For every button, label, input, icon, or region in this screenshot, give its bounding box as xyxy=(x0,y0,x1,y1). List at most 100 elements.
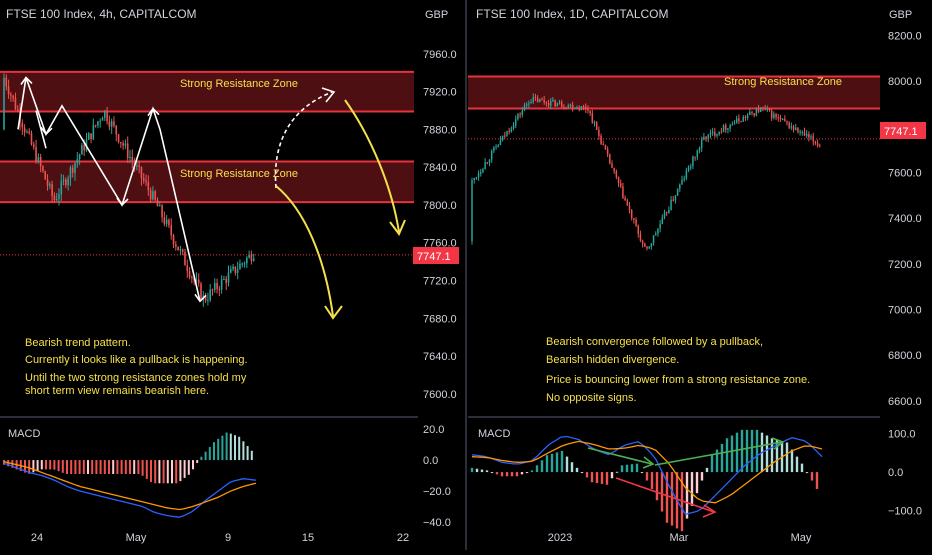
histogram-bar xyxy=(795,456,799,473)
macd-tick-label: 0.0 xyxy=(888,467,903,479)
candle-body xyxy=(770,110,773,118)
candle-body xyxy=(672,199,674,201)
candle-body xyxy=(797,127,799,132)
histogram-bar xyxy=(238,436,241,461)
candle-body xyxy=(76,158,79,164)
histogram-bar xyxy=(705,467,709,473)
candle-body xyxy=(576,107,578,109)
candle-body xyxy=(3,77,5,130)
candle-body xyxy=(641,240,644,244)
candle-body xyxy=(227,272,230,283)
candle-body xyxy=(181,249,184,252)
candle-body xyxy=(78,154,81,159)
trend-arrowhead xyxy=(20,76,33,85)
histogram-bar xyxy=(695,472,699,494)
zone-label-upper: Strong Resistance Zone xyxy=(180,78,298,90)
candle-body xyxy=(617,177,620,184)
histogram-bar xyxy=(770,438,774,473)
left-chart-panel: 7960.0 7920.0 7880.0 7840.0 7800.0 7760.0 7720… xyxy=(0,7,459,544)
candle-body xyxy=(598,129,600,136)
histogram-bar xyxy=(250,450,253,461)
candle-body xyxy=(620,183,622,187)
candle-body xyxy=(161,205,163,218)
projection-arrow-down xyxy=(275,185,334,317)
candle-body xyxy=(499,140,502,146)
candle-body xyxy=(175,244,177,247)
candle-body xyxy=(177,246,179,251)
candle-body xyxy=(252,258,255,261)
candle-body xyxy=(788,122,790,128)
histogram-bar xyxy=(805,472,809,474)
histogram-bar xyxy=(605,472,609,485)
histogram-bar xyxy=(550,453,554,473)
histogram-bar xyxy=(620,465,624,473)
candle-body xyxy=(239,263,241,270)
candle-body xyxy=(563,106,565,108)
candle-body xyxy=(694,156,696,158)
candle-body xyxy=(740,121,742,123)
histogram-bar xyxy=(560,450,564,473)
time-tick-label: May xyxy=(126,532,147,544)
candle-body xyxy=(65,179,67,186)
histogram-bar xyxy=(242,441,245,461)
candle-body xyxy=(131,156,134,162)
time-tick-label: 9 xyxy=(225,532,231,544)
price-tick-label: 7960.0 xyxy=(423,49,457,61)
candle-body xyxy=(795,127,797,130)
candle-body xyxy=(14,97,17,110)
candle-body xyxy=(83,144,85,151)
candle-body xyxy=(234,266,237,273)
price-tick-label: 8200.0 xyxy=(888,30,922,42)
candle-body xyxy=(220,279,223,290)
candle-body xyxy=(657,228,659,234)
candle-body xyxy=(497,145,499,147)
candle-body xyxy=(110,121,113,127)
trend-arrowhead xyxy=(147,107,160,117)
histogram-bar xyxy=(45,460,47,470)
histogram-bar xyxy=(32,460,35,473)
candle-body xyxy=(655,233,657,236)
histogram-bar xyxy=(535,465,539,473)
candle-body xyxy=(484,162,486,170)
candle-body xyxy=(805,134,808,136)
candle-body xyxy=(74,163,76,173)
candle-body xyxy=(482,169,484,172)
candle-body xyxy=(690,166,692,168)
projection-arrows xyxy=(274,87,406,320)
candle-body xyxy=(44,171,47,180)
time-axis: 24 May 9 15 22 xyxy=(31,532,409,544)
hidden-divergence-arrow-head xyxy=(642,456,655,469)
histogram-bar xyxy=(49,460,52,470)
trend-arrowhead xyxy=(116,197,129,207)
candle-body xyxy=(477,173,480,178)
histogram-bar xyxy=(700,472,704,481)
candle-body xyxy=(560,102,563,107)
histogram-bar xyxy=(745,429,749,473)
candle-body xyxy=(727,128,729,130)
candle-body xyxy=(683,178,685,180)
candle-body xyxy=(773,114,775,118)
histogram-bar xyxy=(475,468,479,473)
candle-body xyxy=(129,156,131,158)
price-tick-label: 7200.0 xyxy=(888,259,922,271)
projection-dashed-arrowhead xyxy=(321,87,336,103)
histogram-bar xyxy=(145,460,148,479)
currency-label: GBP xyxy=(889,9,912,21)
candle-body xyxy=(87,133,90,140)
histogram-bar xyxy=(615,471,619,473)
candle-body xyxy=(757,109,760,112)
price-tick-label: 7840.0 xyxy=(423,162,457,174)
histogram-bar xyxy=(124,460,127,474)
price-tick-label: 7400.0 xyxy=(888,213,922,225)
histogram-bar xyxy=(555,452,559,473)
candle-body xyxy=(668,209,670,214)
histogram-bar xyxy=(515,472,519,477)
note-line-1: Bearish trend pattern. xyxy=(25,337,131,349)
histogram-bar xyxy=(625,464,629,473)
histogram-bar xyxy=(470,467,474,473)
candle-body xyxy=(32,144,35,148)
histogram-bar xyxy=(99,460,102,474)
candle-body xyxy=(569,104,572,106)
macd-tick-label: 0.0 xyxy=(423,455,438,467)
histogram-bar xyxy=(630,464,634,473)
